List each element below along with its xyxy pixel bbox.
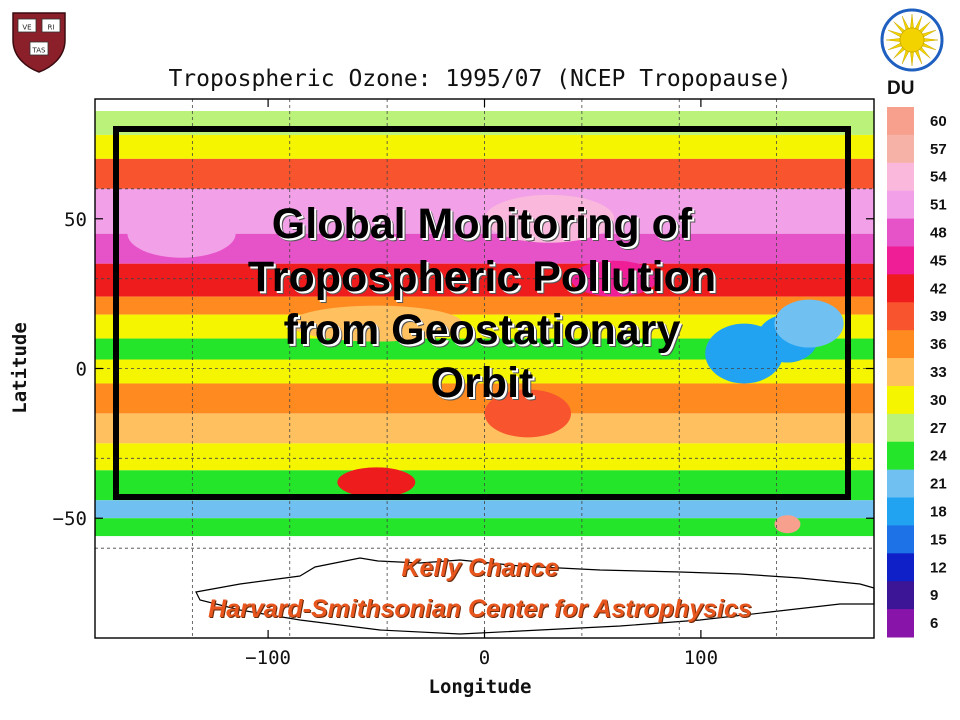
colorbar-label: 54 xyxy=(930,169,947,186)
colorbar-label: 39 xyxy=(930,308,947,325)
colorbar-label: 51 xyxy=(930,197,947,214)
ozone-anomaly-6 xyxy=(484,389,572,438)
slide-title: Global Monitoring of Tropospheric Pollut… xyxy=(247,200,717,407)
colorbar-label: 30 xyxy=(930,392,947,409)
shield-book-text-2: RI xyxy=(48,24,55,32)
colorbar-cell xyxy=(887,609,914,638)
colorbar-cell xyxy=(887,134,914,164)
colorbar-cell xyxy=(887,190,914,220)
ozone-anomaly-8 xyxy=(571,260,658,297)
colorbar-label: 48 xyxy=(930,225,947,242)
colorbar-label: 15 xyxy=(930,531,947,548)
author-name: Kelly Chance xyxy=(401,554,559,582)
colorbar-cell xyxy=(887,162,914,192)
ozone-anomaly-4 xyxy=(484,194,615,243)
y-tick-label: 0 xyxy=(76,359,87,381)
x-tick-label: 100 xyxy=(684,647,718,669)
colorbar-cell xyxy=(887,497,914,526)
x-axis-label: Longitude xyxy=(429,676,532,698)
colorbar-label: 45 xyxy=(930,252,947,269)
colorbar-cell xyxy=(887,469,914,499)
colorbar-label: 9 xyxy=(930,587,938,604)
y-tick-label: 50 xyxy=(64,209,87,231)
colorbar-cell xyxy=(887,330,914,359)
colorbar-label: 36 xyxy=(930,336,947,353)
ozone-band-8 xyxy=(95,338,874,360)
ozone-anomaly-5 xyxy=(289,305,463,342)
colorbar-cell xyxy=(887,553,914,582)
colorbar-label: 12 xyxy=(930,559,947,576)
colorbar-unit: DU xyxy=(887,78,914,99)
colorbar-label: 60 xyxy=(930,113,947,130)
colorbar-cell xyxy=(887,581,914,610)
colorbar-cell xyxy=(887,302,914,331)
colorbar-cell xyxy=(887,441,914,471)
y-tick-label: −50 xyxy=(53,508,87,530)
ozone-anomaly-9 xyxy=(774,515,801,534)
colorbar-label: 24 xyxy=(930,448,947,465)
ozone-anomalies xyxy=(127,194,844,534)
colorbar-label: 33 xyxy=(930,364,947,381)
ozone-band-1 xyxy=(95,134,874,159)
title-box: Global Monitoring of Tropospheric Pollut… xyxy=(113,126,851,500)
x-axis-ticks: −100 0 100 xyxy=(245,99,718,669)
colorbar-label: 6 xyxy=(930,615,938,632)
ozone-anomaly-7 xyxy=(337,467,416,498)
author-affiliation: Harvard-Smithsonian Center for Astrophys… xyxy=(208,595,752,623)
smithsonian-sun-icon xyxy=(880,8,944,72)
map-gridlines xyxy=(95,99,874,638)
colorbar: 60 57 54 51 48 45 42 39 36 33 30 27 24 21 18 15 12 9 6 xyxy=(887,107,947,638)
colorbar-cell xyxy=(887,358,914,387)
shield-book-text-1: VE xyxy=(22,24,31,32)
x-tick-label: −100 xyxy=(245,647,291,669)
shield-book-text-3: TAS xyxy=(32,47,47,55)
colorbar-cell xyxy=(887,525,914,554)
map-title: Tropospheric Ozone: 1995/07 (NCEP Tropop… xyxy=(168,66,791,92)
ozone-band-7 xyxy=(95,314,874,339)
y-axis-ticks: 50 0 −50 xyxy=(53,209,874,530)
ozone-anomaly-2 xyxy=(774,299,844,348)
colorbar-cell xyxy=(887,413,914,443)
y-axis-label: Latitude xyxy=(9,322,31,414)
colorbar-label: 42 xyxy=(930,280,947,297)
x-tick-label: 0 xyxy=(479,647,490,669)
colorbar-cell xyxy=(887,385,914,415)
colorbar-label: 21 xyxy=(930,476,947,493)
colorbar-label: 27 xyxy=(930,420,947,437)
harvard-shield-icon: VE RI TAS xyxy=(12,12,66,73)
colorbar-cell xyxy=(887,107,914,136)
ozone-anomaly-3 xyxy=(127,209,236,258)
colorbar-label: 18 xyxy=(930,503,947,520)
colorbar-cell xyxy=(887,218,914,247)
colorbar-cell xyxy=(887,274,914,303)
colorbar-label: 57 xyxy=(930,141,947,158)
colorbar-cell xyxy=(887,246,914,275)
